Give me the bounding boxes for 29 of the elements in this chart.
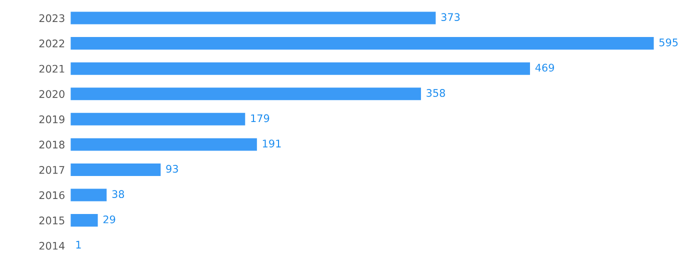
data-label: 1 bbox=[76, 240, 81, 248]
bar bbox=[70, 162, 162, 178]
data-label: 595 bbox=[659, 38, 678, 46]
y-tick-label: 2020 bbox=[39, 90, 64, 98]
y-tick-label: 2017 bbox=[39, 166, 64, 174]
y-tick-label: 2022 bbox=[39, 40, 64, 48]
data-label: 191 bbox=[262, 140, 281, 148]
bar bbox=[70, 112, 247, 127]
data-label: 38 bbox=[112, 190, 124, 198]
y-tick-label: 2021 bbox=[39, 64, 64, 73]
data-label: 469 bbox=[535, 64, 554, 72]
data-label: 179 bbox=[251, 114, 270, 122]
bar bbox=[70, 212, 100, 228]
y-tick-label: 2016 bbox=[39, 191, 64, 200]
data-label: 29 bbox=[103, 215, 116, 224]
data-label: 373 bbox=[441, 13, 460, 22]
y-tick-label: 2019 bbox=[39, 115, 64, 124]
bar bbox=[70, 187, 108, 203]
bar bbox=[70, 10, 438, 26]
y-tick-label: 2023 bbox=[39, 14, 64, 22]
y-tick-label: 2015 bbox=[39, 216, 64, 224]
bar bbox=[70, 86, 422, 102]
y-tick-label: 2014 bbox=[39, 242, 65, 250]
bar bbox=[70, 36, 656, 51]
y-tick-label: 2018 bbox=[39, 140, 64, 149]
bar bbox=[70, 136, 258, 152]
data-label: 93 bbox=[166, 164, 178, 173]
data-label: 358 bbox=[426, 89, 445, 97]
bar bbox=[70, 60, 532, 76]
